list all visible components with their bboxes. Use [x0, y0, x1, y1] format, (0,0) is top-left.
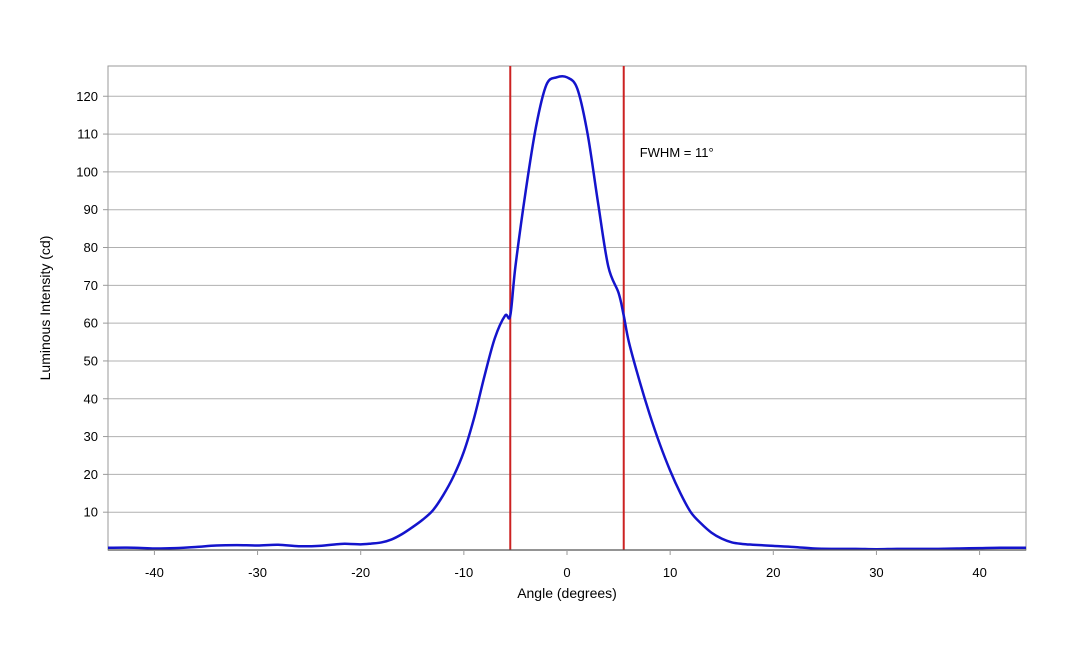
y-tick-label: 10	[84, 505, 98, 520]
x-tick-label: -10	[454, 565, 473, 580]
x-tick-label: 10	[663, 565, 677, 580]
gridlines	[108, 95, 1026, 513]
y-axis-title: Luminous Intensity (cd)	[37, 236, 53, 381]
fwhm-markers	[509, 66, 625, 550]
intensity-curve	[107, 74, 1027, 551]
y-tick-label: 120	[76, 89, 98, 104]
plot-frame	[107, 65, 1027, 551]
y-tick-label: 30	[84, 429, 98, 444]
x-tick-label: 40	[972, 565, 986, 580]
x-tick-label: 30	[869, 565, 883, 580]
x-tick-label: 0	[563, 565, 570, 580]
y-tick-label: 40	[84, 391, 98, 406]
x-axis-title: Angle (degrees)	[517, 585, 617, 601]
y-tick-label: 20	[84, 467, 98, 482]
x-axis-ticks: -40 -30 -20 -10 0 10 20 30 40	[145, 550, 987, 580]
x-tick-label: -40	[145, 565, 164, 580]
x-tick-label: -20	[351, 565, 370, 580]
y-tick-label: 100	[76, 164, 98, 179]
y-tick-label: 110	[77, 127, 98, 142]
fwhm-annotation: FWHM = 11°	[640, 145, 714, 160]
y-tick-label: 80	[84, 240, 98, 255]
x-tick-label: -30	[248, 565, 267, 580]
x-tick-label: 20	[766, 565, 780, 580]
y-tick-label: 70	[84, 278, 98, 293]
y-tick-label: 60	[84, 316, 98, 331]
y-tick-label: 90	[84, 202, 98, 217]
y-tick-label: 50	[84, 353, 98, 368]
y-axis-ticks: 10 20 30 40 50 60 70 80 90 100 110 120	[76, 89, 108, 520]
